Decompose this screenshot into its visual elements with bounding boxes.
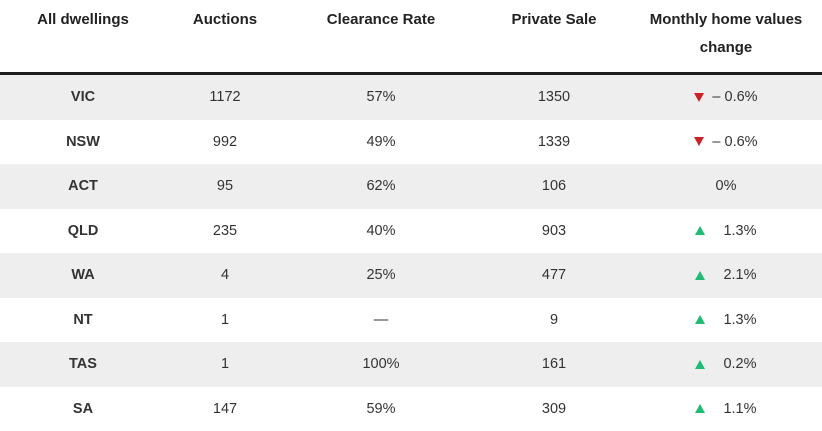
header-clearance-rate: Clearance Rate <box>284 0 478 74</box>
change-value: 2.1% <box>723 267 756 283</box>
change-value-wrap: 1.1% <box>695 401 756 417</box>
auctions-cell: 4 <box>166 253 284 298</box>
triangle-up-icon <box>695 360 705 369</box>
triangle-up-icon <box>695 226 705 235</box>
auctions-cell: 95 <box>166 164 284 209</box>
monthly-change-cell: 2.1% <box>630 253 822 298</box>
monthly-change-cell: 1.3% <box>630 298 822 343</box>
private-sale-cell: 309 <box>478 387 630 431</box>
change-value-wrap: 0.2% <box>695 356 756 372</box>
change-value: 1.1% <box>723 401 756 417</box>
monthly-change-cell: – 0.6% <box>630 74 822 120</box>
private-sale-cell: 9 <box>478 298 630 343</box>
state-cell: NT <box>0 298 166 343</box>
change-value-wrap: 1.3% <box>695 312 756 328</box>
clearance-rate-cell: 57% <box>284 74 478 120</box>
private-sale-cell: 161 <box>478 342 630 387</box>
clearance-rate-cell: 59% <box>284 387 478 431</box>
auctions-cell: 992 <box>166 120 284 165</box>
triangle-up-icon <box>695 404 705 413</box>
triangle-down-icon <box>694 93 704 102</box>
private-sale-cell: 477 <box>478 253 630 298</box>
triangle-up-icon <box>695 271 705 280</box>
triangle-up-icon <box>695 315 705 324</box>
monthly-change-cell: 1.3% <box>630 209 822 254</box>
header-row: All dwellings Auctions Clearance Rate Pr… <box>0 0 822 74</box>
auctions-cell: 1 <box>166 298 284 343</box>
state-cell: SA <box>0 387 166 431</box>
clearance-rate-cell: 49% <box>284 120 478 165</box>
clearance-rate-cell: 40% <box>284 209 478 254</box>
monthly-change-cell: 1.1% <box>630 387 822 431</box>
clearance-rate-cell: — <box>284 298 478 343</box>
change-value: 0% <box>716 178 737 194</box>
clearance-rate-cell: 62% <box>284 164 478 209</box>
auctions-cell: 1172 <box>166 74 284 120</box>
auctions-cell: 147 <box>166 387 284 431</box>
state-cell: QLD <box>0 209 166 254</box>
change-value: 0.2% <box>723 356 756 372</box>
change-value-wrap: 0% <box>716 178 737 194</box>
private-sale-cell: 1339 <box>478 120 630 165</box>
state-cell: NSW <box>0 120 166 165</box>
state-cell: WA <box>0 253 166 298</box>
change-value-wrap: – 0.6% <box>694 89 757 105</box>
clearance-rate-cell: 100% <box>284 342 478 387</box>
header-all-dwellings: All dwellings <box>0 0 166 74</box>
change-value: 1.3% <box>723 223 756 239</box>
header-private-sale: Private Sale <box>478 0 630 74</box>
monthly-change-cell: – 0.6% <box>630 120 822 165</box>
header-auctions: Auctions <box>166 0 284 74</box>
auctions-cell: 1 <box>166 342 284 387</box>
change-value: 1.3% <box>723 312 756 328</box>
private-sale-cell: 106 <box>478 164 630 209</box>
table-header: All dwellings Auctions Clearance Rate Pr… <box>0 0 822 74</box>
private-sale-cell: 1350 <box>478 74 630 120</box>
state-cell: TAS <box>0 342 166 387</box>
change-value-wrap: 1.3% <box>695 223 756 239</box>
monthly-change-cell: 0.2% <box>630 342 822 387</box>
auctions-cell: 235 <box>166 209 284 254</box>
private-sale-cell: 903 <box>478 209 630 254</box>
change-value-wrap: 2.1% <box>695 267 756 283</box>
state-cell: ACT <box>0 164 166 209</box>
state-cell: VIC <box>0 74 166 120</box>
triangle-down-icon <box>694 137 704 146</box>
header-monthly-home-values-change: Monthly home values change <box>630 0 822 74</box>
change-value: – 0.6% <box>712 134 757 150</box>
clearance-rate-cell: 25% <box>284 253 478 298</box>
change-value: – 0.6% <box>712 89 757 105</box>
change-value-wrap: – 0.6% <box>694 134 757 150</box>
monthly-change-cell: 0% <box>630 164 822 209</box>
